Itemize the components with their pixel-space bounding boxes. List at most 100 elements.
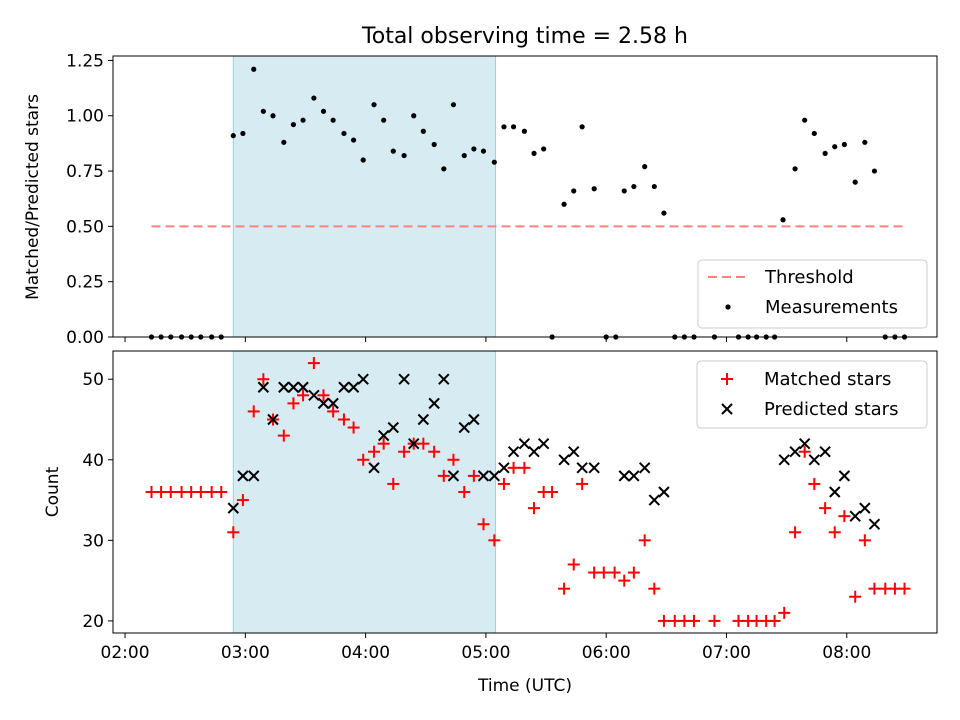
predicted-stars-series — [227, 373, 881, 530]
measurement-point — [531, 150, 537, 156]
bottom-x-tick-label: 03:00 — [221, 643, 270, 663]
matched-star-point — [898, 582, 911, 595]
measurement-point — [420, 128, 426, 134]
measurement-point — [491, 159, 497, 165]
matched-star-point — [567, 558, 580, 571]
matched-star-point — [227, 526, 240, 539]
predicted-star-point — [859, 502, 871, 514]
predicted-star-point — [849, 510, 861, 522]
measurement-point — [320, 108, 327, 114]
predicted-star-point — [518, 437, 531, 450]
measurement-point — [270, 113, 276, 119]
legend-predicted-swatch — [721, 403, 733, 415]
measurement-point — [832, 144, 838, 150]
bottom-y-tick-label: 40 — [82, 451, 104, 471]
matched-star-point — [277, 429, 290, 442]
measurement-point — [471, 146, 477, 152]
predicted-star-point — [618, 470, 630, 482]
measurement-point — [780, 217, 786, 223]
predicted-star-point — [537, 437, 550, 450]
measurement-point — [311, 95, 317, 101]
measurement-point — [792, 166, 798, 172]
predicted-star-point — [257, 381, 270, 393]
matched-star-point — [618, 574, 631, 587]
predicted-star-point — [417, 413, 430, 426]
predicted-star-point — [778, 454, 790, 466]
matched-star-point — [497, 477, 510, 490]
matched-star-point — [819, 502, 832, 515]
matched-star-point — [437, 469, 450, 482]
measurement-point — [642, 164, 648, 170]
predicted-star-point — [297, 381, 309, 393]
top-legend: Threshold Measurements — [697, 259, 928, 329]
bottom-y-tick-label: 20 — [82, 612, 104, 632]
predicted-star-point — [248, 470, 260, 482]
predicted-star-point — [287, 381, 300, 393]
matched-star-point — [518, 461, 531, 474]
predicted-star-point — [468, 413, 480, 426]
bottom-plot-frame — [112, 350, 938, 634]
matched-star-point — [838, 510, 851, 523]
measurement-point — [350, 137, 357, 143]
top-y-axis-label: Matched/Predicted stars — [23, 94, 43, 300]
top-y-tick-label: 0.00 — [66, 328, 104, 348]
measurement-point — [521, 128, 527, 134]
matched-star-point — [164, 486, 177, 498]
predicted-star-point — [387, 421, 399, 434]
matched-star-point — [868, 582, 881, 595]
predicted-star-point — [568, 446, 580, 458]
measurement-point — [240, 130, 246, 137]
matched-star-point — [357, 453, 370, 466]
predicted-star-point — [227, 502, 239, 514]
top-highlight-span — [232, 55, 497, 338]
predicted-star-point — [648, 494, 661, 506]
legend-measurements-swatch — [725, 304, 731, 310]
measurement-point — [480, 148, 487, 154]
measurement-point — [579, 124, 585, 130]
bottom-x-tick-label: 06:00 — [582, 643, 631, 663]
top-y-ticks: 0.00 0.25 0.50 0.75 1.00 1.25 — [66, 51, 113, 348]
predicted-star-point — [447, 470, 460, 482]
bottom-x-tick-label: 04:00 — [341, 643, 390, 663]
matched-star-point — [458, 486, 471, 498]
matched-star-point — [789, 526, 802, 539]
measurement-point — [381, 117, 387, 123]
measurement-point — [871, 168, 878, 174]
predicted-star-point — [368, 462, 380, 474]
top-plot-frame — [112, 55, 938, 338]
predicted-star-point — [458, 421, 470, 434]
top-panel: 0.00 0.25 0.50 0.75 1.00 1.25 Matched/Predict… — [23, 51, 938, 348]
matched-star-point — [467, 469, 480, 482]
matched-stars-series — [145, 357, 911, 627]
measurement-point — [431, 141, 437, 148]
bottom-y-tick-label: 30 — [82, 531, 104, 551]
matched-star-point — [558, 582, 571, 595]
top-y-tick-label: 1.25 — [66, 51, 104, 71]
predicted-star-point — [438, 373, 450, 385]
matched-star-point — [428, 445, 441, 458]
matched-star-point — [236, 494, 249, 507]
predicted-star-point — [507, 446, 520, 458]
measurement-point — [541, 146, 547, 152]
predicted-star-point — [357, 373, 369, 385]
predicted-star-point — [576, 462, 588, 474]
predicted-star-point — [808, 454, 821, 466]
measurement-point — [501, 124, 507, 130]
bottom-x-axis-label: Time (UTC) — [477, 676, 572, 696]
predicted-star-point — [327, 397, 339, 410]
predicted-star-point — [428, 397, 440, 410]
matched-star-point — [215, 486, 228, 498]
bottom-x-tick-label: 07:00 — [702, 643, 751, 663]
predicted-star-point — [408, 437, 420, 450]
legend-predicted-label: Predicted stars — [764, 399, 898, 420]
measurement-point — [852, 179, 858, 185]
measurement-point — [401, 152, 407, 159]
measurement-point — [341, 130, 347, 137]
bottom-legend-box — [696, 360, 928, 429]
predicted-star-point — [477, 470, 490, 482]
predicted-star-point — [558, 454, 570, 466]
measurement-point — [230, 133, 236, 139]
measurement-point — [862, 139, 868, 145]
bottom-y-axis-label: Count — [43, 466, 63, 517]
